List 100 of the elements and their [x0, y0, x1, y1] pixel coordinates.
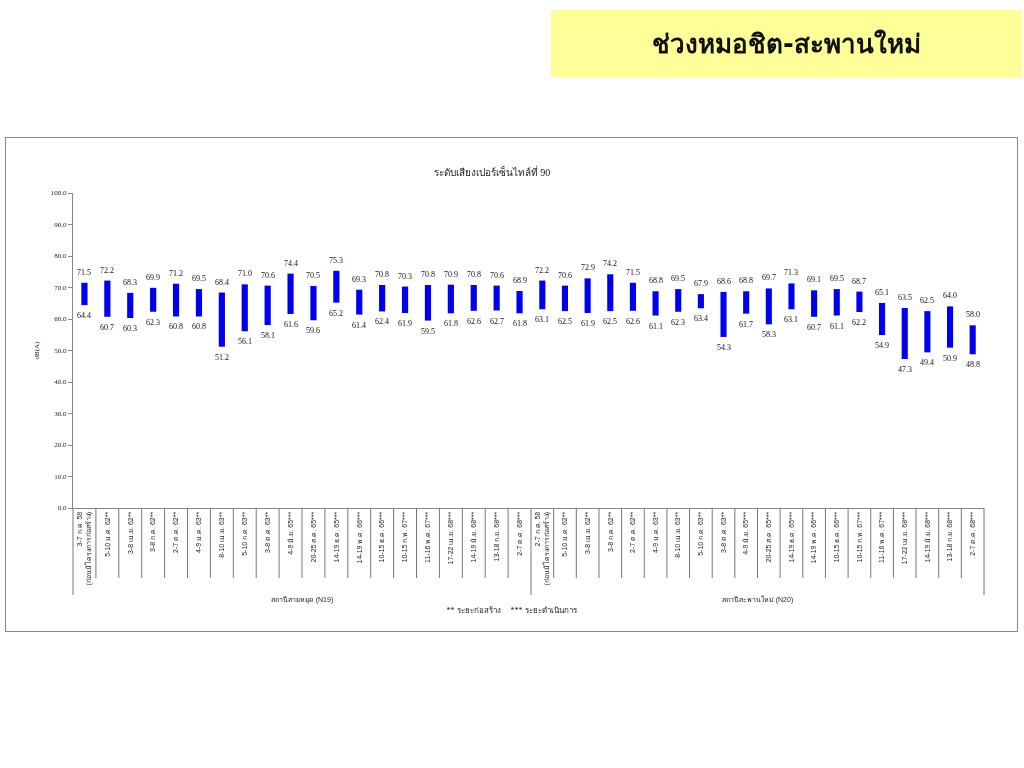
bar	[172, 283, 180, 317]
bar	[104, 280, 111, 317]
annotation: 67.9	[694, 279, 708, 288]
annotation: 70.6	[490, 271, 504, 280]
annotation: 70.8	[467, 270, 481, 279]
bar	[195, 289, 203, 317]
annotation: 70.3	[398, 272, 412, 281]
annotation: 71.5	[626, 268, 640, 277]
annotation: 62.2	[852, 318, 866, 327]
annotation: 64.0	[943, 291, 957, 300]
annotation: 68.7	[852, 277, 866, 286]
annotation: 62.6	[626, 317, 640, 326]
bar	[310, 285, 317, 321]
annotation: 62.6	[467, 317, 481, 326]
annotation: 62.5	[558, 317, 572, 326]
annotation: 60.8	[169, 322, 183, 331]
bar	[765, 288, 772, 325]
annotation: 60.7	[807, 323, 821, 332]
annotation: 65.2	[329, 309, 343, 318]
bar	[924, 311, 931, 353]
bar	[561, 285, 569, 312]
annotation: 65.1	[875, 288, 889, 297]
annotation: 50.9	[943, 354, 957, 363]
annotation: 63.4	[694, 314, 708, 323]
annotation: 74.2	[603, 259, 617, 268]
bar	[720, 291, 727, 337]
bar	[652, 291, 659, 316]
annotation: 61.1	[649, 322, 663, 331]
bar	[470, 284, 477, 311]
annotation: 68.4	[215, 278, 229, 287]
annotation: 71.2	[169, 269, 183, 278]
annotation: 68.9	[513, 276, 527, 285]
bar	[811, 290, 818, 317]
bar	[241, 284, 248, 332]
bar	[150, 287, 157, 312]
annotation: 70.9	[444, 270, 458, 279]
annotation: 69.7	[762, 273, 776, 282]
bar	[379, 284, 386, 312]
bar	[856, 291, 863, 313]
annotation: 62.7	[490, 317, 504, 326]
annotation: 69.5	[192, 274, 206, 283]
annotation: 63.1	[535, 315, 549, 324]
bar	[697, 294, 704, 309]
annotation: 74.4	[284, 259, 298, 268]
bar	[287, 273, 294, 314]
annotation: 75.3	[329, 256, 343, 265]
annotation: 70.5	[306, 271, 320, 280]
annotation: 61.9	[581, 319, 595, 328]
annotation: 70.6	[558, 271, 572, 280]
annotation: 61.7	[739, 320, 753, 329]
annotation: 58.0	[966, 310, 980, 319]
annotation: 72.2	[100, 266, 114, 275]
bar	[946, 306, 954, 348]
annotation: 64.4	[77, 311, 91, 320]
bar	[447, 284, 454, 314]
bar	[81, 282, 88, 306]
annotation: 68.6	[717, 277, 731, 286]
bar	[629, 282, 636, 311]
annotation: 59.5	[421, 327, 435, 336]
annotation: 60.3	[123, 324, 137, 333]
bar	[356, 289, 363, 315]
annotation: 62.3	[671, 318, 685, 327]
chart-subtitle: ระดับเสียงเปอร์เซ็นไทล์ที่ 90	[432, 165, 552, 180]
annotation: 71.5	[77, 268, 91, 277]
annotation: 69.5	[830, 274, 844, 283]
annotation: 61.1	[830, 322, 844, 331]
annotation: 70.8	[421, 270, 435, 279]
bar	[516, 290, 523, 314]
annotation: 51.2	[215, 353, 229, 362]
annotation: 58.3	[762, 330, 776, 339]
annotation: 69.5	[671, 274, 685, 283]
annotation: 48.8	[966, 360, 980, 369]
annotation: 70.8	[375, 270, 389, 279]
annotation: 72.2	[535, 266, 549, 275]
bar	[879, 302, 886, 336]
annotation: 62.3	[146, 318, 160, 327]
annotation: 49.4	[920, 358, 934, 367]
bar	[424, 284, 432, 321]
bar	[969, 325, 976, 355]
annotation: 62.4	[375, 317, 389, 326]
annotation: 69.1	[807, 275, 821, 284]
annotation: 69.9	[146, 273, 160, 282]
text: ** ระยะก่อสร้าง *** ระยะดำเนินการ	[446, 606, 577, 615]
annotation: 47.3	[898, 365, 912, 374]
bar	[264, 285, 271, 325]
annotation: 60.7	[100, 323, 114, 332]
bar	[401, 286, 409, 314]
annotation: 61.9	[398, 319, 412, 328]
annotation: 62.5	[920, 296, 934, 305]
annotation: 61.6	[284, 320, 298, 329]
bar	[788, 283, 795, 310]
annotation: 61.4	[352, 321, 366, 330]
chart-title: ช่วงหมอชิต-สะพานใหม่	[551, 10, 1022, 77]
bar	[675, 289, 682, 312]
bar	[493, 285, 500, 311]
bar	[584, 278, 591, 314]
annotation: 72.9	[581, 263, 595, 272]
annotation: 63.1	[784, 315, 798, 324]
annotation: 59.6	[306, 326, 320, 335]
annotation: 68.3	[123, 278, 137, 287]
